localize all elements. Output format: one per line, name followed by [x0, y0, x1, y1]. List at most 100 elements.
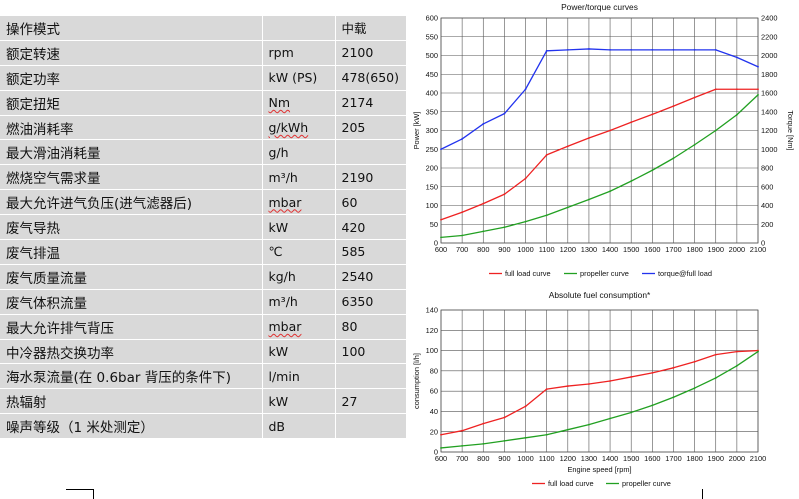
row-value-text: 2540	[341, 269, 374, 285]
series-point-0	[609, 129, 611, 132]
y-tick-label: 80	[430, 366, 438, 375]
y-tick-label: 150	[426, 182, 438, 191]
row-unit: kW (PS)	[262, 65, 336, 91]
table-row: 燃烧空气需求量 m³/h 2190	[0, 164, 407, 191]
series-point-2	[693, 48, 696, 51]
fuel-consumption-chart: 600 700 800 900 1000 1100 1200 1300 1400 1500 1600…	[412, 290, 766, 488]
series-point-1	[566, 206, 569, 209]
x-tick-label: 1400	[602, 245, 618, 254]
series-point-2	[609, 48, 611, 51]
y-tick-label: 140	[426, 306, 438, 315]
row-value-text: 205	[341, 120, 366, 135]
x-tick-label: 800	[477, 245, 489, 254]
x-tick-label: 1100	[539, 454, 555, 463]
series-point-1	[714, 129, 717, 132]
series-line-2	[440, 48, 759, 150]
page-border-fragment	[93, 489, 94, 499]
row-unit	[262, 16, 336, 41]
x-tick-label: 800	[477, 454, 489, 463]
row-label: 燃油消耗率	[0, 115, 263, 141]
table-row: 海水泵流量(在 0.6bar 背压的条件下) l/min	[0, 363, 407, 390]
series-point-1	[482, 230, 485, 233]
x-tick-label: 600	[435, 245, 447, 254]
series-point-1	[757, 350, 759, 353]
row-value: 100	[335, 339, 407, 365]
series-point-1	[482, 442, 485, 445]
series-line-1	[440, 351, 759, 449]
series-point-0	[524, 177, 527, 180]
series-point-1	[630, 411, 633, 414]
row-unit: mbar	[262, 189, 336, 216]
page-border-fragment	[702, 489, 703, 499]
row-unit-text: l/min	[268, 368, 300, 384]
y-tick-label: 40	[430, 407, 438, 416]
row-label: 燃烧空气需求量	[0, 164, 263, 191]
row-unit-text: kW	[268, 344, 289, 360]
row-unit-text: m³/h	[268, 294, 298, 310]
series-point-2	[503, 112, 506, 115]
series-point-1	[545, 433, 548, 436]
row-label: 最大允许进气负压(进气滤器后)	[0, 189, 263, 216]
row-value: 420	[335, 214, 407, 241]
series-point-0	[545, 388, 548, 391]
y-tick-label: 120	[426, 326, 438, 335]
plot-area	[440, 309, 759, 453]
series-point-1	[440, 447, 442, 449]
x-tick-label: 1300	[581, 454, 597, 463]
series-point-0	[503, 193, 506, 196]
y2-tick-label: 400	[761, 201, 773, 210]
series-point-2	[588, 48, 590, 50]
series-point-1	[651, 169, 654, 172]
row-value: 2174	[335, 90, 407, 116]
row-value-text: 2174	[341, 95, 374, 111]
row-label: 噪声等级（1 米处测定）	[0, 413, 263, 440]
x-tick-label: 1900	[708, 454, 724, 463]
row-unit-text: m³/h	[268, 169, 298, 185]
table-row: 噪声等级（1 米处测定） dB	[0, 413, 407, 440]
row-label-text: 操作模式	[6, 21, 60, 38]
series-line-0	[440, 88, 758, 221]
row-label: 废气体积流量	[0, 289, 263, 315]
table-row: 中冷器热交换功率 kW 100	[0, 339, 407, 365]
y-tick-label: 400	[426, 89, 438, 98]
y2-tick-label: 2400	[761, 14, 777, 23]
row-value-text: 585	[341, 244, 366, 260]
x-axis-label: Engine speed [rpm]	[567, 465, 631, 474]
series-point-1	[609, 417, 611, 420]
y-tick-label: 200	[426, 164, 438, 173]
table-row: 废气导热 kW 420	[0, 214, 407, 241]
series-point-1	[566, 428, 569, 431]
table-row: 最大允许进气负压(进气滤器后) mbar 60	[0, 189, 407, 216]
series-point-1	[735, 364, 738, 367]
row-label: 额定扭矩	[0, 90, 263, 116]
table-row: 额定转速 rpm 2100	[0, 40, 407, 66]
row-label-text: 额定转速	[6, 46, 60, 63]
table-row: 废气排温 ℃ 585	[0, 239, 407, 265]
row-value: 60	[335, 189, 407, 216]
series-point-0	[566, 145, 569, 148]
row-label: 热辐射	[0, 388, 263, 415]
row-value: 6350	[335, 289, 407, 315]
chart-title: Power/torque curves	[561, 2, 638, 12]
x-tick-label: 1700	[665, 245, 681, 254]
series-point-0	[461, 429, 464, 432]
x-tick-label: 1300	[581, 245, 597, 254]
row-value: 2100	[335, 40, 407, 66]
x-tick-label: 1400	[602, 454, 618, 463]
series-point-0	[482, 202, 485, 205]
power-torque-chart: 600 700 800 900 1000 1100 1200 1300 1400 1500 1600…	[412, 2, 795, 278]
row-value: 27	[335, 388, 407, 415]
x-tick-label: 1700	[665, 454, 681, 463]
row-label-text: 中冷器热交换功率	[6, 345, 114, 362]
y2-tick-label: 1400	[761, 107, 777, 116]
x-tick-label: 2000	[729, 245, 745, 254]
y2-tick-label: 1600	[761, 89, 777, 98]
row-label-text: 燃油消耗率	[6, 121, 74, 138]
row-label: 最大允许排气背压	[0, 314, 263, 340]
y-tick-label: 20	[430, 427, 438, 436]
x-tick-label: 1800	[686, 454, 702, 463]
series-point-0	[440, 433, 442, 436]
row-unit-text: ℃	[268, 244, 283, 260]
row-value: 585	[335, 239, 407, 265]
row-unit: g/h	[262, 139, 336, 166]
